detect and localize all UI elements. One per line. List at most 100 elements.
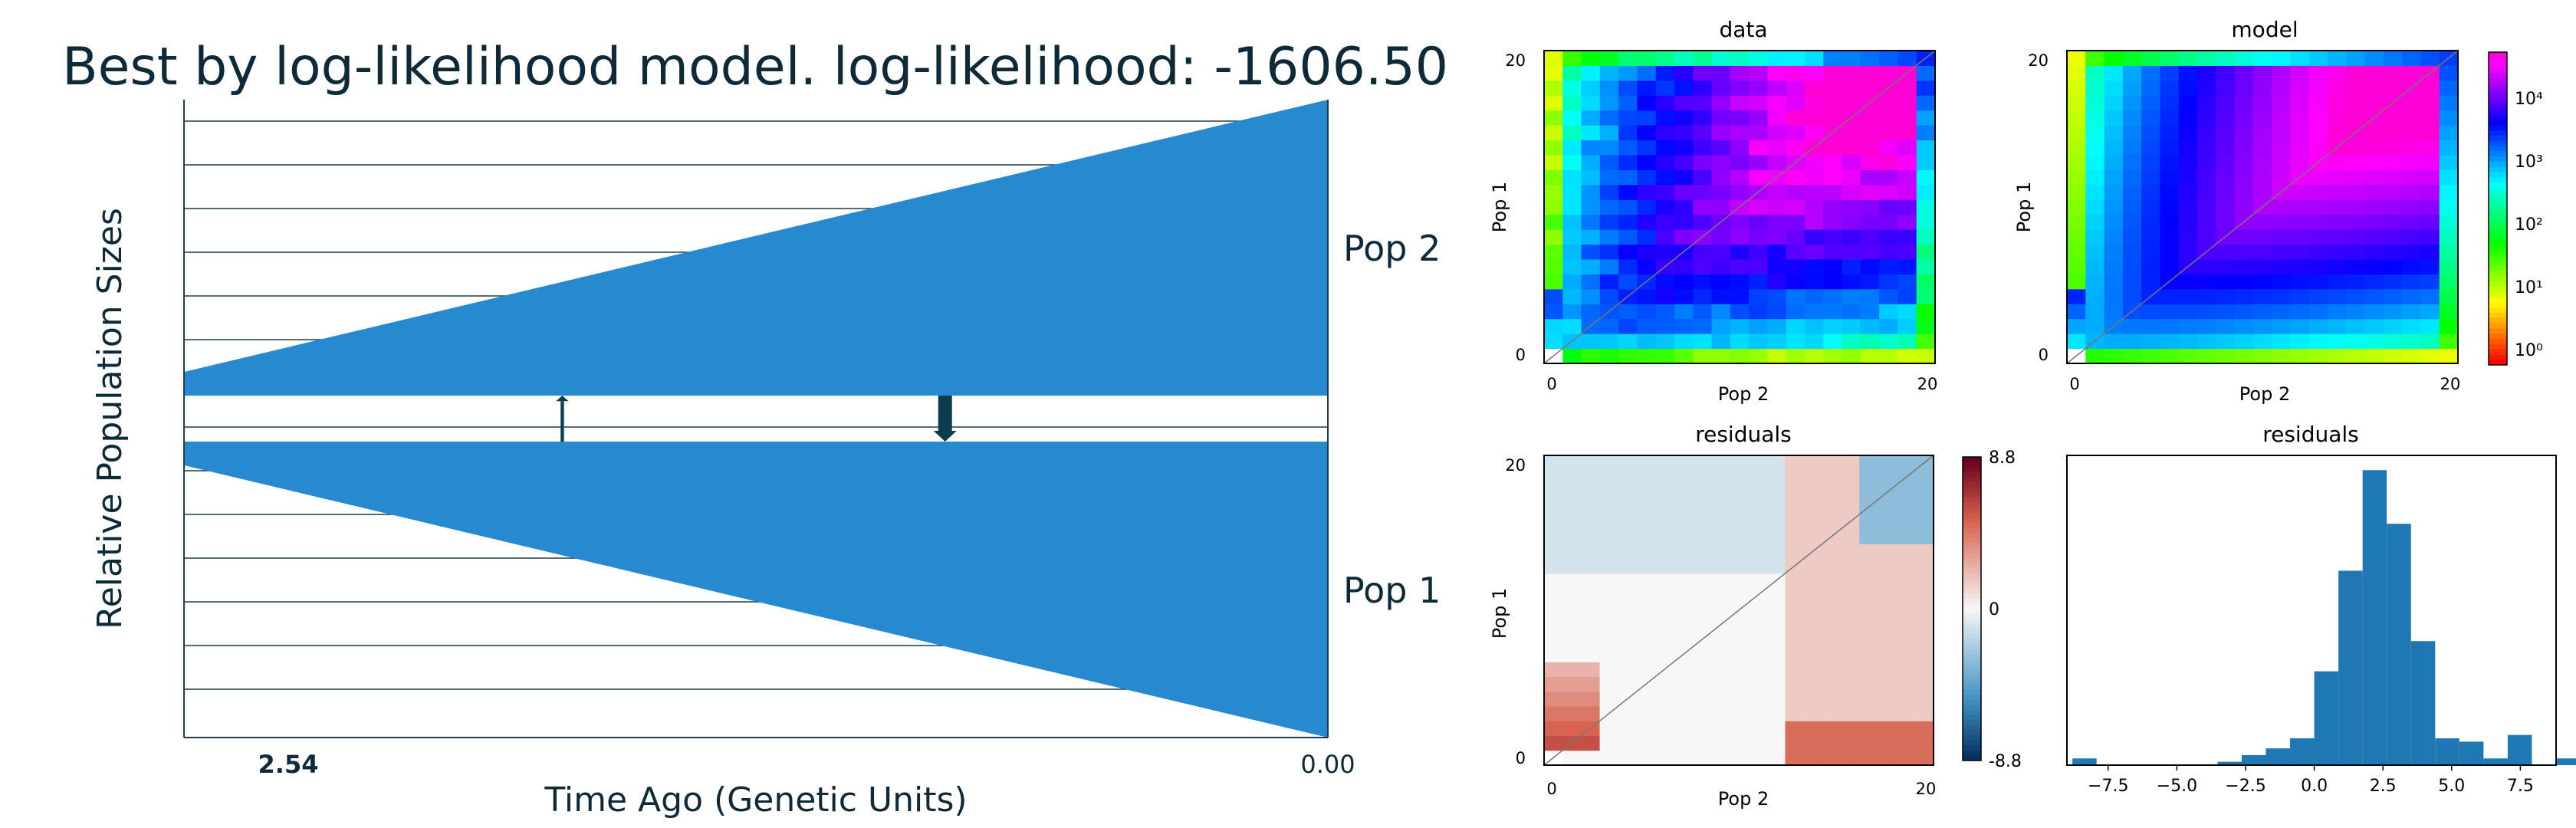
residuals-heatmap-cell [1729,721,1749,737]
model-heatmap-cell [2178,65,2198,81]
residuals-colorbar-segment [1963,695,1981,701]
model-colorbar-segment [2489,94,2507,100]
data-heatmap-cell [1786,259,1806,274]
residuals-heatmap-cell [1636,691,1656,707]
data-heatmap-cell [1544,184,1563,200]
model-heatmap-cell [2216,169,2236,186]
data-heatmap-cell [1916,125,1936,141]
residuals-heatmap-cell [1544,485,1563,501]
model-heatmap-cell [2308,214,2328,230]
data-heatmap-cell [1786,229,1806,245]
data-heatmap-cell [1599,140,1619,156]
data-heatmap-cell [1805,244,1824,260]
residuals-heatmap-cell [1803,632,1823,648]
model-heatmap-cell [2216,184,2236,200]
data-heatmap-cell [1711,318,1731,334]
residuals-heatmap-cell [1841,544,1860,560]
model-colorbar-segment [2489,250,2507,256]
data-heatmap-cell [1749,199,1768,215]
model-colorbar-segment [2489,343,2507,350]
data-heatmap-cell [1860,184,1880,200]
data-heatmap-cell [1823,65,1843,81]
residuals-colorbar-segment [1963,755,1981,761]
data-heatmap-cell [1823,348,1843,364]
model-heatmap-cell [2308,51,2328,66]
model-heatmap-cell [2346,214,2366,230]
model-xlabel: Pop 2 [2239,383,2290,405]
residuals-heatmap-cell [1618,676,1638,692]
model-heatmap-cell [2383,65,2403,81]
model-heatmap-cell [2290,244,2310,260]
model-heatmap-cell [2234,51,2254,66]
residuals-heatmap-cell [1766,632,1786,648]
residuals-heatmap-cell [1655,632,1674,648]
residuals-colorbar-segment [1963,547,1981,554]
resid-ytick-0: 0 [1516,749,1526,767]
model-heatmap-cell [2402,288,2421,304]
residuals-heatmap-cell [1729,617,1749,633]
residuals-heatmap-cell [1803,588,1823,603]
model-heatmap-cell [2420,334,2440,350]
data-heatmap-cell [1618,334,1638,350]
model-heatmap-cell [2252,65,2272,81]
model-heatmap-cell [2085,155,2105,170]
data-heatmap-cell [1730,274,1750,290]
residuals-heatmap-cell [1766,455,1786,471]
model-colorbar-segment [2489,281,2507,288]
data-heatmap-cell [1879,140,1898,156]
model-heatmap-cell [2085,274,2105,290]
residuals-heatmap-cell [1859,676,1878,692]
residuals-heatmap-cell [1729,573,1749,589]
resid-xlabel: Pop 2 [1718,788,1769,810]
model-heatmap-cell [2104,95,2124,111]
data-heatmap-cell [1823,140,1843,156]
residuals-heatmap-cell [1636,470,1656,485]
data-heatmap-cell [1749,95,1768,111]
residuals-heatmap-cell [1878,632,1898,648]
model-heatmap-cell [2104,229,2124,245]
model-heatmap-cell [2383,334,2403,350]
model-heatmap-cell [2402,51,2421,66]
residuals-heatmap-cell [1562,573,1582,589]
model-heatmap-cell [2234,288,2254,304]
data-heatmap-cell [1898,184,1917,200]
residuals-heatmap-cell [1896,706,1916,721]
model-heatmap-cell [2328,348,2347,364]
model-heatmap-cell [2067,80,2086,96]
data-heatmap-cell [1711,348,1731,364]
residuals-heatmap-cell [1618,558,1638,574]
residuals-heatmap-cell [1748,455,1767,471]
residuals-heatmap-cell [1859,691,1878,707]
model-heatmap-cell [2104,110,2124,126]
model-heatmap-cell [2067,140,2086,156]
residuals-heatmap-cell [1841,706,1860,721]
residuals-colorbar-segment [1963,518,1981,524]
data-heatmap-cell [1730,110,1750,126]
data-heatmap-cell [1823,199,1843,215]
data-heatmap-cell [1655,80,1675,96]
model-heatmap-cell [2364,169,2384,186]
data-heatmap-cell [1749,140,1768,156]
residuals-heatmap-cell [1729,647,1749,662]
data-heatmap-cell [1655,334,1675,350]
residuals-heatmap-cell [1896,662,1916,678]
model-colorbar-segment [2489,161,2507,167]
residuals-heatmap-cell [1599,676,1619,692]
residuals-heatmap-cell [1544,735,1563,751]
model-heatmap-cell [2420,348,2440,364]
data-heatmap-cell [1599,229,1619,245]
model-heatmap-cell [2402,274,2421,290]
model-heatmap-cell [2420,155,2440,170]
model-heatmap-cell [2308,348,2328,364]
data-heatmap-cell [1693,199,1713,215]
residuals-heatmap-cell [1766,721,1786,737]
residuals-heatmap-cell [1896,588,1916,603]
data-heatmap-cell [1879,304,1898,320]
model-colorbar-tick-label: 10⁰ [2515,341,2543,360]
model-heatmap-cell [2402,304,2421,320]
model-heatmap-cell [2328,288,2347,304]
residuals-heatmap-cell [1562,588,1582,603]
data-heatmap-cell [1544,140,1563,156]
residuals-heatmap-cell [1822,470,1842,485]
model-heatmap-cell [2272,125,2291,141]
